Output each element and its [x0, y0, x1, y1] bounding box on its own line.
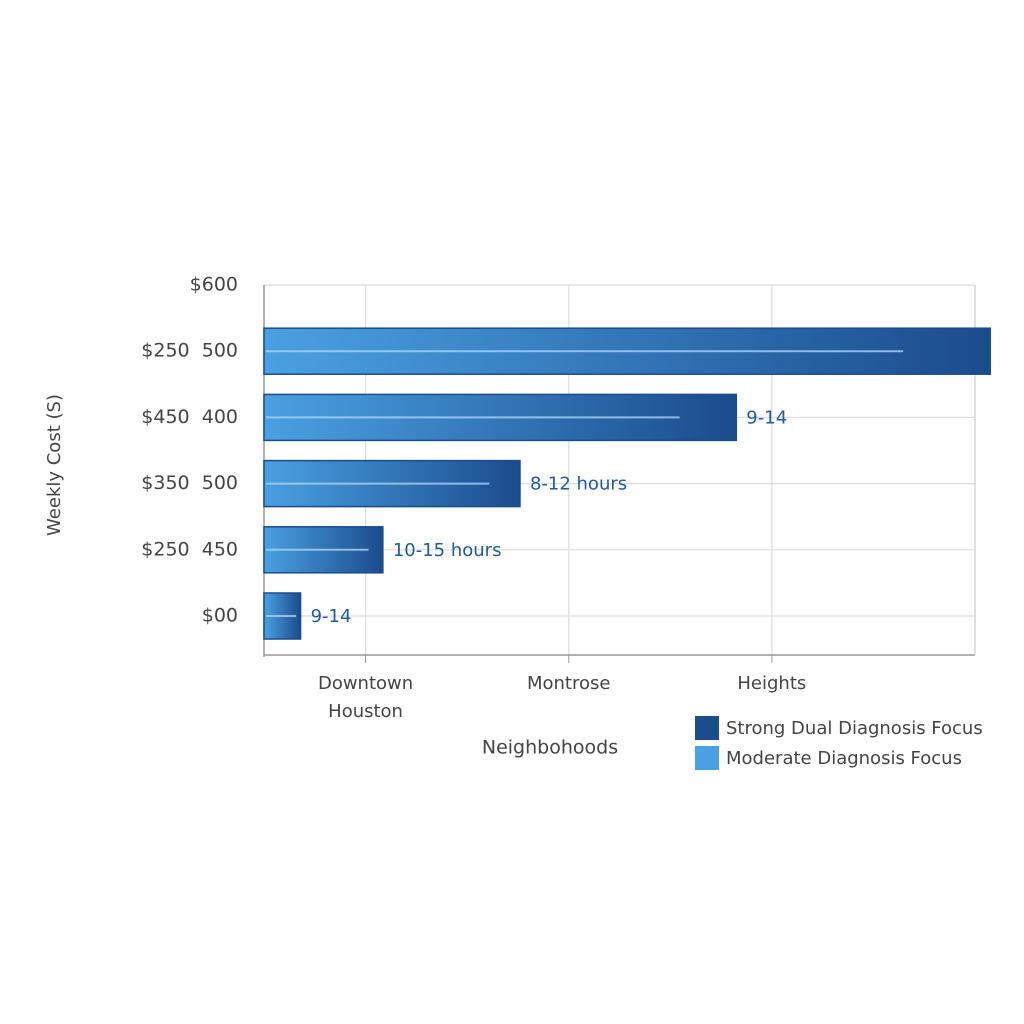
data-label: 9-14 — [746, 407, 787, 428]
legend-swatch — [695, 746, 719, 770]
y-tick-label: $00 — [202, 605, 238, 627]
y-tick-label: $250 450 — [141, 538, 238, 560]
y-tick-label: $350 500 — [141, 472, 238, 494]
data-label: 10-15 hours — [393, 540, 502, 561]
y-tick-label: $600 — [190, 274, 238, 296]
y-axis-title: Weekly Cost (S) — [44, 394, 65, 536]
y-tick-label: $450 400 — [141, 406, 238, 428]
data-label: 8-12 hours — [530, 474, 627, 495]
legend-label: Moderate Diagnosis Focus — [726, 748, 962, 769]
x-tick-label: Montrose — [526, 673, 611, 694]
y-tick-label: $250 500 — [141, 340, 238, 362]
x-tick-label: Downtown Houston — [317, 673, 414, 722]
legend-swatch — [695, 716, 719, 740]
data-label: 9-14 — [311, 606, 352, 627]
x-axis-title: Neighbohoods — [482, 737, 618, 759]
x-tick-label: Heights — [737, 673, 807, 694]
legend-label: Strong Dual Diagnosis Focus — [726, 718, 983, 739]
